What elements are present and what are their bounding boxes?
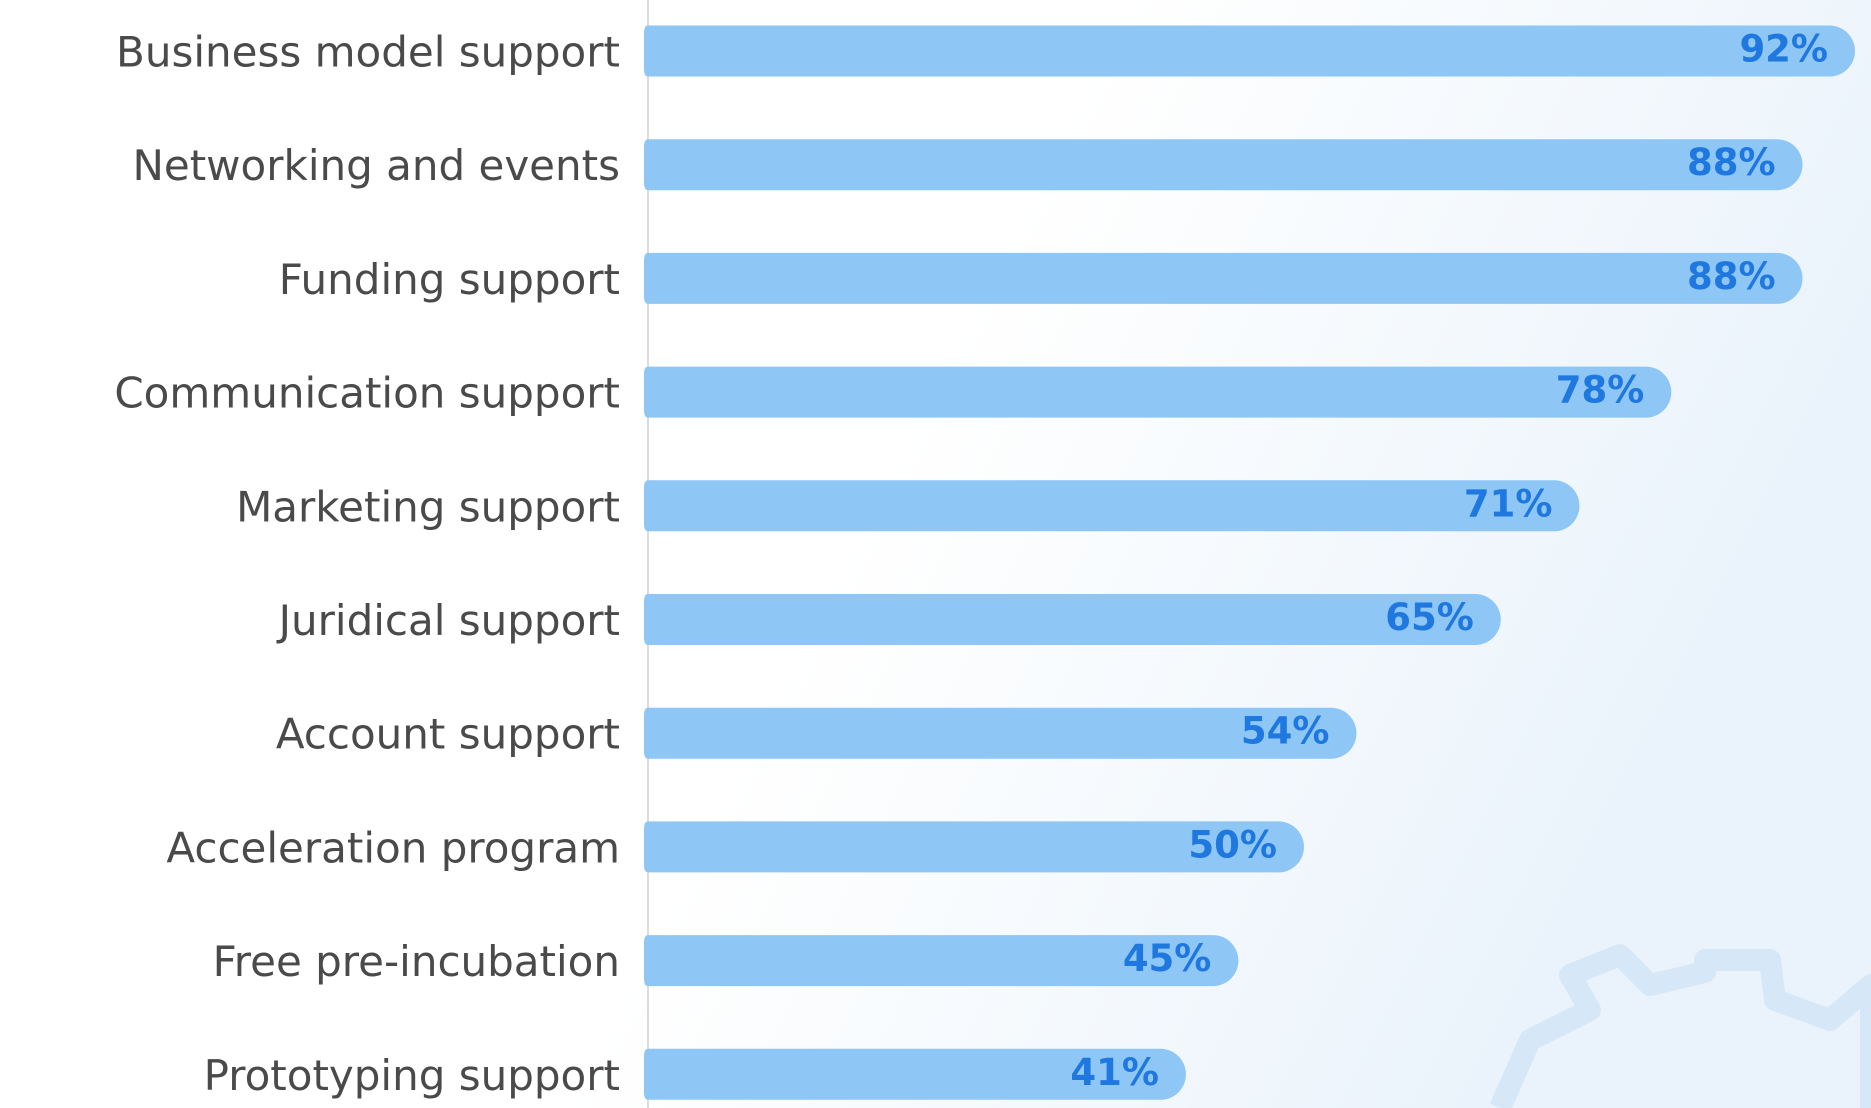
bar [644, 707, 1357, 759]
bar [644, 139, 1803, 191]
category-label: Prototyping support [204, 1051, 620, 1100]
value-label: 54% [1241, 710, 1330, 753]
value-label: 88% [1687, 255, 1776, 298]
bar [644, 366, 1672, 418]
value-label: 45% [1123, 937, 1212, 980]
category-label: Networking and events [132, 141, 620, 190]
category-label: Juridical support [276, 596, 620, 645]
bar [644, 480, 1580, 532]
bar [644, 821, 1304, 873]
bar [644, 1048, 1186, 1100]
value-label: 41% [1070, 1051, 1159, 1094]
category-label: Account support [276, 710, 620, 759]
bar [644, 25, 1856, 77]
category-label: Funding support [279, 255, 620, 304]
category-label: Free pre-incubation [213, 937, 620, 986]
value-label: 78% [1556, 369, 1645, 412]
value-label: 71% [1464, 482, 1553, 525]
bar [644, 935, 1239, 987]
value-label: 92% [1739, 28, 1828, 71]
bar [644, 252, 1803, 304]
category-label: Marketing support [236, 482, 620, 531]
category-label: Communication support [114, 369, 620, 418]
bar [644, 594, 1501, 645]
gear-decoration [1489, 944, 1871, 1108]
category-label: Business model support [116, 28, 620, 77]
value-label: 88% [1687, 141, 1776, 184]
category-label: Acceleration program [166, 823, 620, 872]
value-label: 65% [1385, 596, 1474, 639]
value-label: 50% [1188, 823, 1277, 866]
